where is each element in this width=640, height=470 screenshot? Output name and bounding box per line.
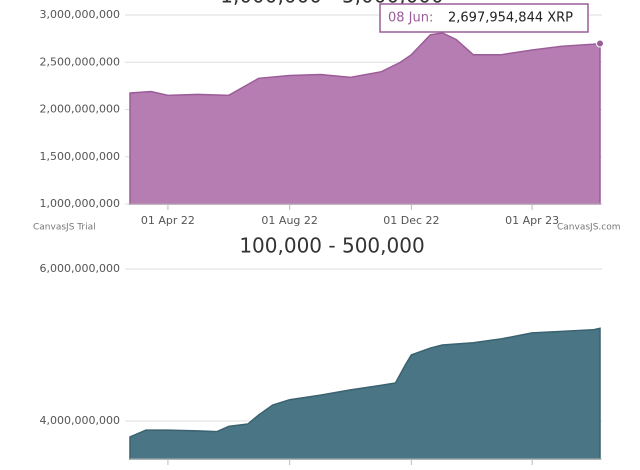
tooltip-value: 2,697,954,844 XRP: [448, 11, 573, 26]
credit: CanvasJS Trial: [33, 223, 96, 233]
area: [129, 32, 601, 205]
credit: CanvasJS.com: [557, 223, 620, 233]
y-tick-label: 4,000,000,000: [40, 414, 120, 427]
y-tick-label: 1,500,000,000: [40, 150, 120, 163]
y-tick-label: 3,000,000,000: [40, 8, 120, 21]
y-tick-label: 2,000,000,000: [40, 103, 120, 116]
y-tick-label: 2,500,000,000: [40, 55, 120, 68]
y-tick-label: 1,000,000,000: [40, 197, 120, 210]
area: [129, 327, 601, 460]
tooltip-marker: [596, 39, 605, 48]
tooltip: [379, 3, 589, 33]
x-tick-label: 01 Dec 22: [383, 214, 439, 227]
x-tick-label: 01 Apr 22: [141, 214, 195, 227]
tooltip-date: 08 Jun:: [388, 11, 433, 26]
x-tick-label: 01 Apr 23: [505, 214, 559, 227]
y-tick-label: 6,000,000,000: [40, 262, 120, 275]
chart-title: 1,000,000 - 5,000,000: [220, 0, 444, 8]
x-tick-label: 01 Aug 22: [261, 214, 317, 227]
chart-title: 100,000 - 500,000: [239, 234, 424, 258]
